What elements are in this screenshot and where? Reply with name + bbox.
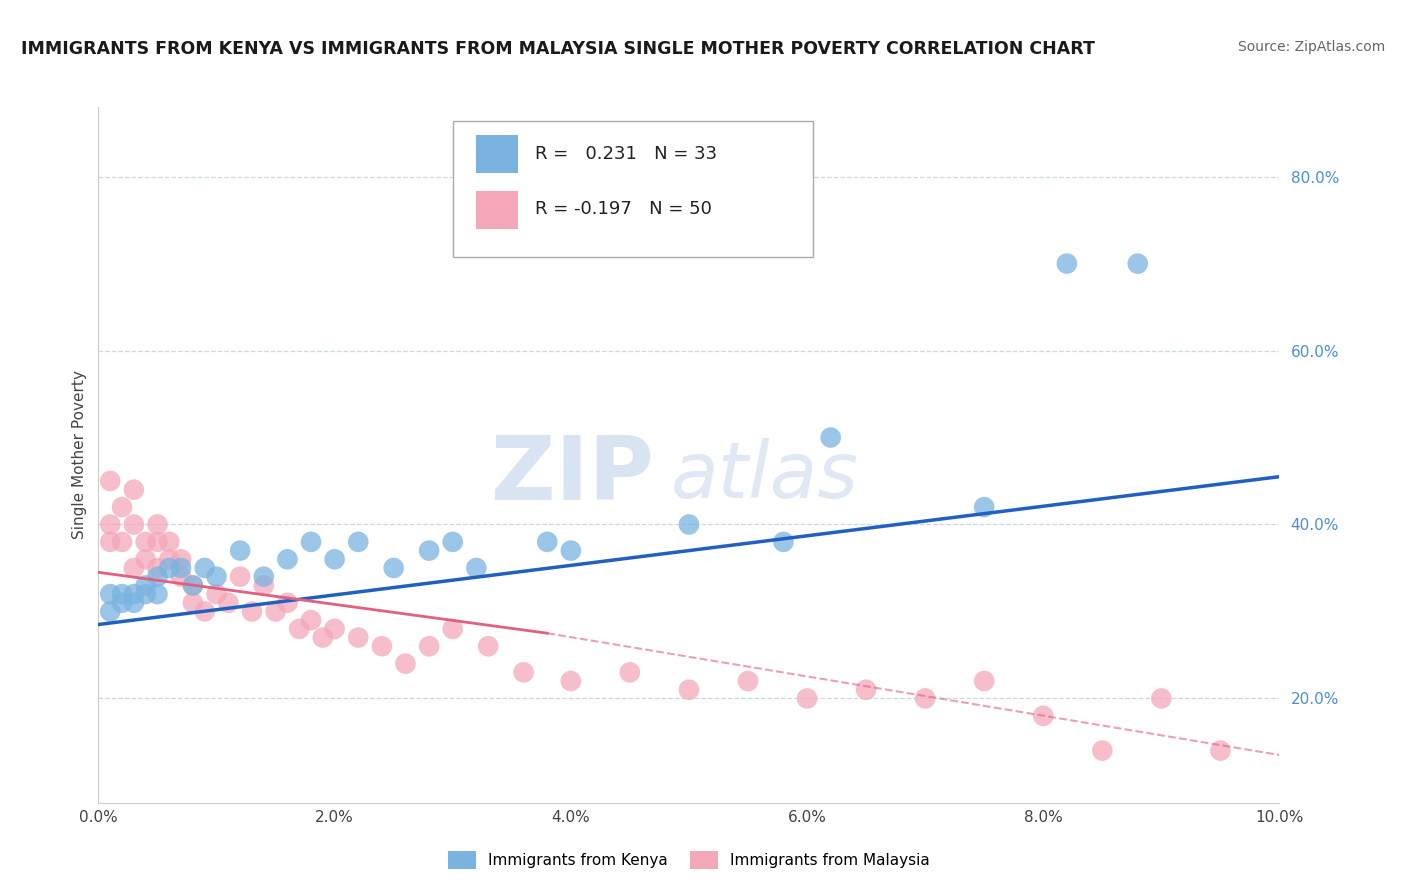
Point bbox=[1032, 708, 1054, 723]
Point bbox=[299, 534, 322, 549]
Point bbox=[111, 500, 134, 514]
Point bbox=[170, 561, 193, 575]
Point bbox=[418, 639, 440, 653]
Point bbox=[135, 587, 157, 601]
Point bbox=[973, 500, 995, 514]
Point bbox=[157, 552, 180, 566]
Point bbox=[111, 596, 134, 610]
Text: Source: ZipAtlas.com: Source: ZipAtlas.com bbox=[1237, 40, 1385, 54]
Legend: Immigrants from Kenya, Immigrants from Malaysia: Immigrants from Kenya, Immigrants from M… bbox=[441, 846, 936, 875]
Point bbox=[181, 596, 204, 610]
Point bbox=[146, 517, 169, 532]
Point bbox=[276, 596, 298, 610]
Point bbox=[135, 578, 157, 592]
Point bbox=[98, 605, 121, 619]
Point bbox=[205, 587, 228, 601]
Point bbox=[111, 534, 134, 549]
Point bbox=[914, 691, 936, 706]
Point bbox=[181, 578, 204, 592]
Point bbox=[170, 569, 193, 583]
Text: R =   0.231   N = 33: R = 0.231 N = 33 bbox=[536, 145, 717, 162]
Point bbox=[465, 561, 488, 575]
Point bbox=[347, 534, 370, 549]
Point bbox=[194, 605, 217, 619]
Point bbox=[820, 430, 842, 444]
Point bbox=[536, 534, 558, 549]
Point bbox=[111, 587, 134, 601]
Point bbox=[299, 613, 322, 627]
Point bbox=[146, 534, 169, 549]
Point bbox=[1091, 744, 1114, 758]
Point bbox=[418, 543, 440, 558]
Point bbox=[122, 596, 145, 610]
Point bbox=[1126, 257, 1149, 271]
FancyBboxPatch shape bbox=[453, 121, 813, 257]
Point bbox=[323, 622, 346, 636]
Point bbox=[560, 674, 582, 689]
Point bbox=[98, 534, 121, 549]
Point bbox=[253, 578, 276, 592]
Point bbox=[205, 569, 228, 583]
Point bbox=[135, 552, 157, 566]
Text: IMMIGRANTS FROM KENYA VS IMMIGRANTS FROM MALAYSIA SINGLE MOTHER POVERTY CORRELAT: IMMIGRANTS FROM KENYA VS IMMIGRANTS FROM… bbox=[21, 40, 1095, 58]
Point bbox=[394, 657, 416, 671]
Point bbox=[146, 587, 169, 601]
Point bbox=[619, 665, 641, 680]
Point bbox=[122, 561, 145, 575]
Text: R = -0.197   N = 50: R = -0.197 N = 50 bbox=[536, 201, 713, 219]
Point bbox=[441, 622, 464, 636]
Point bbox=[973, 674, 995, 689]
Point bbox=[1209, 744, 1232, 758]
Point bbox=[170, 552, 193, 566]
Point bbox=[240, 605, 263, 619]
Point bbox=[772, 534, 794, 549]
Point bbox=[678, 682, 700, 697]
Point bbox=[441, 534, 464, 549]
Text: atlas: atlas bbox=[671, 438, 859, 514]
Point bbox=[323, 552, 346, 566]
Point bbox=[264, 605, 287, 619]
Text: ZIP: ZIP bbox=[491, 433, 654, 519]
Point bbox=[737, 674, 759, 689]
Point bbox=[371, 639, 394, 653]
Point bbox=[98, 517, 121, 532]
Point bbox=[229, 569, 252, 583]
Point bbox=[560, 543, 582, 558]
Point bbox=[382, 561, 405, 575]
Point bbox=[194, 561, 217, 575]
Point bbox=[181, 578, 204, 592]
Point bbox=[135, 534, 157, 549]
Y-axis label: Single Mother Poverty: Single Mother Poverty bbox=[72, 370, 87, 540]
Point bbox=[312, 631, 335, 645]
Point bbox=[796, 691, 818, 706]
Point bbox=[122, 483, 145, 497]
Point bbox=[347, 631, 370, 645]
FancyBboxPatch shape bbox=[477, 191, 517, 229]
Point bbox=[288, 622, 311, 636]
Point bbox=[253, 569, 276, 583]
Point bbox=[229, 543, 252, 558]
Point bbox=[1056, 257, 1078, 271]
Point bbox=[98, 587, 121, 601]
Point bbox=[157, 561, 180, 575]
Point bbox=[98, 474, 121, 488]
Point bbox=[678, 517, 700, 532]
Point bbox=[146, 561, 169, 575]
Point bbox=[157, 534, 180, 549]
Point bbox=[217, 596, 239, 610]
Point bbox=[146, 569, 169, 583]
Point bbox=[1150, 691, 1173, 706]
Point bbox=[477, 639, 499, 653]
FancyBboxPatch shape bbox=[477, 135, 517, 173]
Point bbox=[122, 587, 145, 601]
Point bbox=[276, 552, 298, 566]
Point bbox=[512, 665, 534, 680]
Point bbox=[122, 517, 145, 532]
Point bbox=[855, 682, 877, 697]
